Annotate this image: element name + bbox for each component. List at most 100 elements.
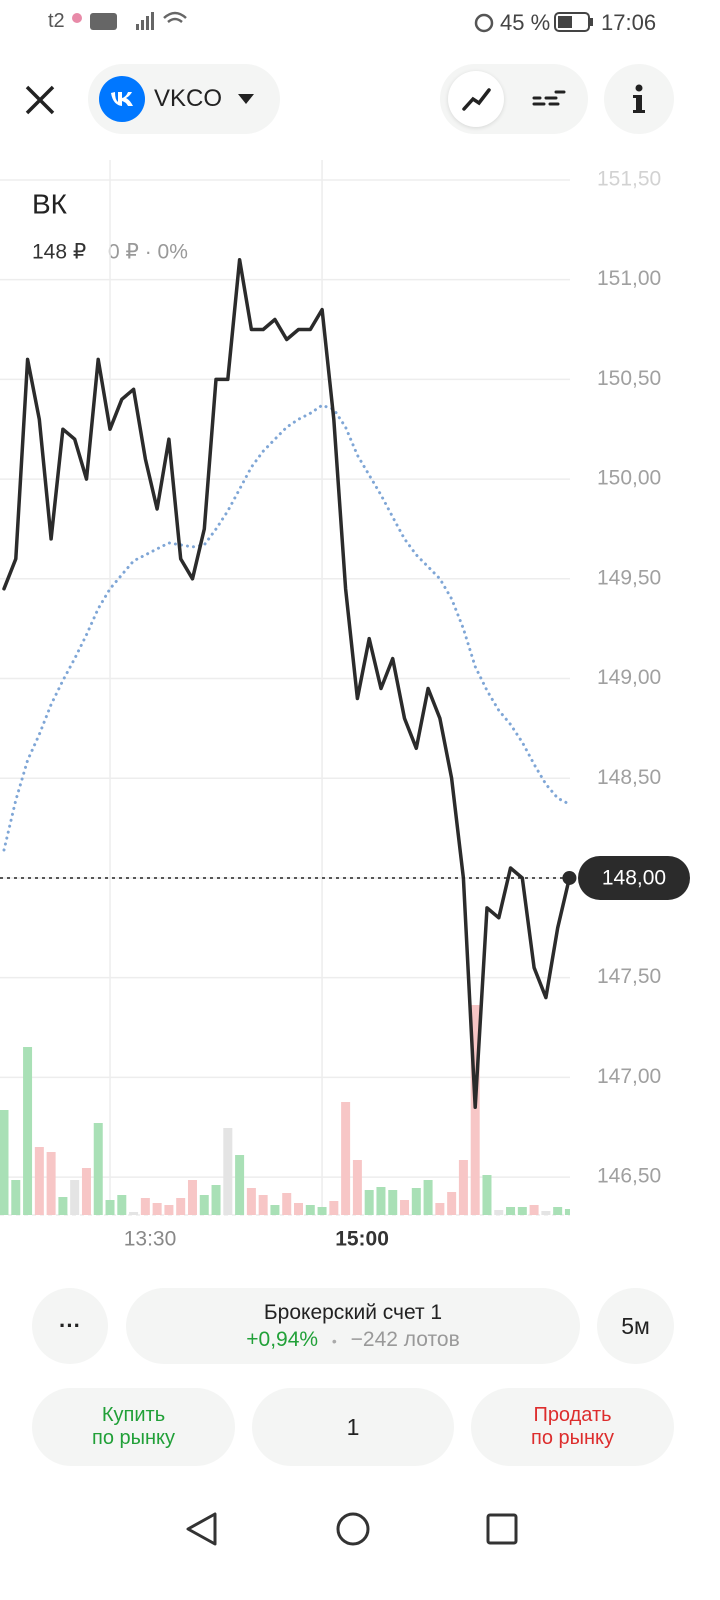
volume-bar [364,1190,374,1215]
volume-bar [388,1190,398,1215]
candle-mode-button[interactable] [532,84,566,114]
ticker-selector[interactable]: VKCO [88,64,280,134]
y-tick-label: 147,50 [597,965,661,988]
volume-bar [423,1180,433,1215]
volume-bar [541,1211,551,1215]
volume-bar [187,1180,197,1215]
volume-bar [564,1209,570,1215]
account-change: +0,94% [246,1327,319,1351]
volume-bar [152,1203,162,1215]
icon [163,11,187,23]
last-price-badge [578,855,690,900]
volume-bar [282,1193,292,1215]
y-tick-label: 147,00 [597,1065,661,1088]
moving-average-line [2,403,570,852]
volume-bar [93,1123,103,1215]
back-button[interactable] [186,1512,217,1546]
volume-bar [470,1005,480,1215]
volume-bar [553,1207,563,1215]
y-tick-label: 148,50 [597,766,661,789]
volume-bar [11,1180,21,1215]
last-price-label: 148,00 [602,867,666,890]
volume-bar [23,1047,33,1215]
last-price-dot [562,870,577,885]
volume-bar [246,1188,256,1215]
volume-bar [164,1205,174,1215]
volume-bar [400,1200,410,1215]
account-selector[interactable]: Брокерский счет 1 +0,94% • −242 лотов [126,1288,580,1364]
volume-bar [305,1205,315,1215]
volume-bar [258,1195,268,1215]
volume-bar [235,1155,245,1215]
battery-text: 45 % [500,10,551,35]
y-tick-label: 149,50 [597,566,661,589]
volume-bar [294,1203,303,1215]
volume-bar [223,1128,233,1215]
volume-bar [482,1175,492,1215]
volume-bar [517,1207,527,1215]
volume-bar [129,1212,139,1215]
navigation-bar [186,1512,518,1546]
icon [151,12,154,30]
icon [146,16,149,30]
y-tick-label: 150,00 [597,467,661,490]
chart-mode-toggle [440,64,588,134]
y-tick-label: 150,50 [597,367,661,390]
account-lots: −242 лотов [350,1327,460,1351]
account-name: Брокерский счет 1 [263,1300,443,1324]
sell-button[interactable]: Продать по рынку [471,1388,674,1466]
volume-bar [270,1205,280,1215]
icon [90,13,117,30]
y-tick-label: 151,50 [597,167,661,190]
volume-bar [317,1207,327,1215]
volume-bar [140,1198,150,1215]
volume-bar [176,1198,186,1215]
sell-label: по рынку [530,1427,615,1449]
battery-icon [554,12,593,32]
volume-bar [411,1188,421,1215]
line-mode-button[interactable] [448,71,504,127]
buy-label: по рынку [91,1427,176,1449]
y-tick-label: 149,00 [597,666,661,689]
icon [136,24,139,30]
home-button[interactable] [336,1512,370,1546]
y-tick-label: 151,00 [597,267,661,290]
alarm-icon [474,13,494,33]
sell-label: Продать [533,1404,612,1426]
price: 148 ₽ [32,241,86,264]
volume-bar [447,1192,457,1215]
y-tick-label: 146,50 [597,1165,661,1188]
icon [141,20,144,30]
volume-bar [376,1187,386,1215]
price-line [2,257,570,1110]
info-button[interactable] [604,64,674,134]
status-icons [72,11,187,30]
interval-button[interactable]: 5м [597,1288,674,1364]
vk-logo [99,76,145,122]
icon [72,13,82,23]
volume-bar [211,1185,221,1215]
carrier: t2 [48,10,65,32]
quantity-field[interactable]: 1 [252,1388,454,1466]
chart-title: ВК [32,188,68,219]
buy-label: Купить [101,1404,166,1426]
volume-bar [70,1180,80,1215]
volume-bar [341,1102,351,1215]
chart: ВК 148 ₽ 0 ₽ · 0% 146,50 147,00 147,50 148,… [0,160,690,1251]
ticker: VKCO [154,85,223,112]
recents-button[interactable] [486,1513,518,1545]
volume-bar [46,1152,56,1215]
more-button[interactable]: ··· [32,1288,108,1364]
volume-bar [0,1110,9,1215]
close-button[interactable] [24,84,56,116]
buy-button[interactable]: Купить по рынку [32,1388,235,1466]
x-tick-label: 15:00 [335,1228,389,1251]
dropdown-arrow [238,94,255,104]
volume-bar [506,1207,516,1215]
volume-bar [435,1203,445,1215]
separator: • [331,1332,337,1349]
volume-bar [34,1147,44,1215]
volume-bar [458,1160,468,1215]
volume-bar [58,1197,68,1215]
